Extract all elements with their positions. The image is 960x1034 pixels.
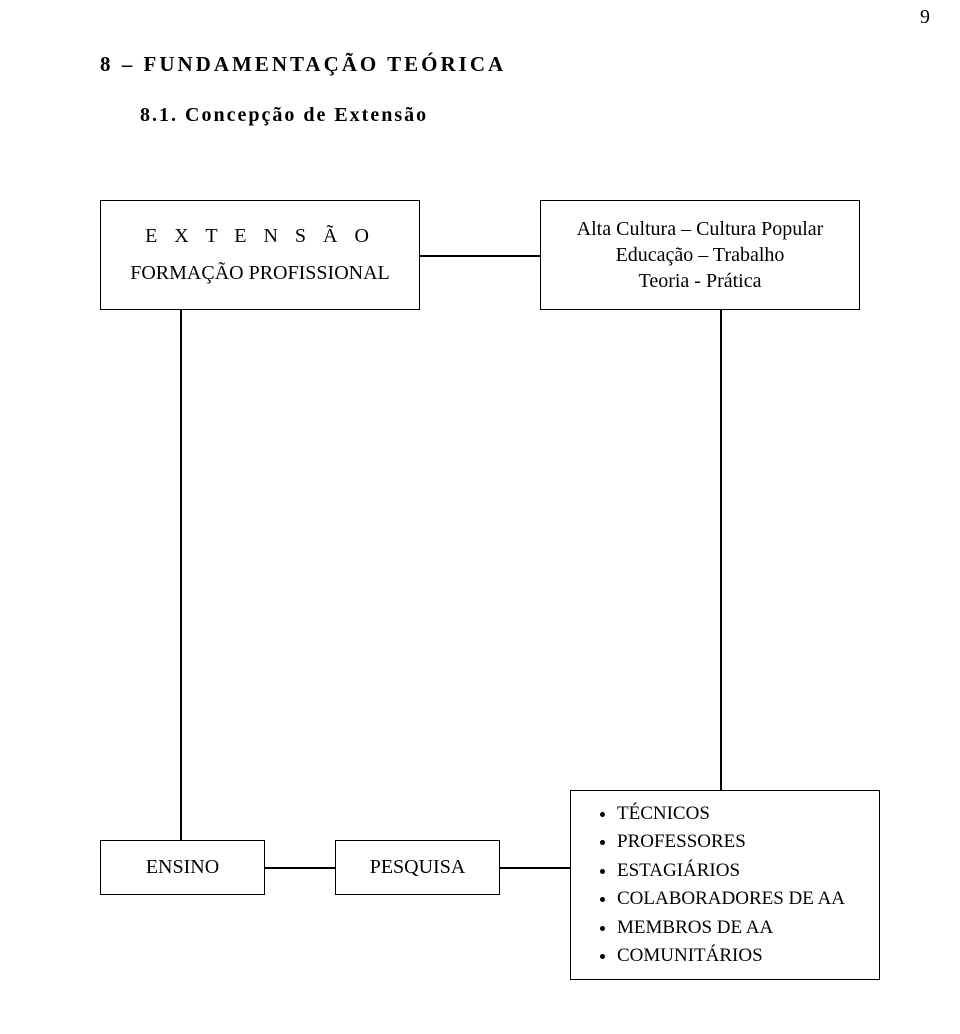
node-cultura: Alta Cultura – Cultura Popular Educação … [540,200,860,310]
subsection-heading: 8.1. Concepção de Extensão [140,104,428,127]
node-extensao: E X T E N S Ã O FORMAÇÃO PROFISSIONAL [100,200,420,310]
list-item: PROFESSORES [617,828,845,857]
node-ensino: ENSINO [100,840,265,895]
edge-extensao-ensino [180,310,182,840]
edge-cultura-lista [720,310,722,790]
page-number: 9 [920,6,930,29]
list-item: ESTAGIÁRIOS [617,857,845,886]
node-extensao-line2: FORMAÇÃO PROFISSIONAL [130,262,390,285]
edge-ensino-pesquisa [265,867,335,869]
node-cultura-line3: Teoria - Prática [639,268,762,294]
node-ensino-label: ENSINO [146,856,219,879]
node-cultura-line1: Alta Cultura – Cultura Popular [577,216,824,242]
node-lista: TÉCNICOS PROFESSORES ESTAGIÁRIOS COLABOR… [570,790,880,980]
section-heading: 8 – FUNDAMENTAÇÃO TEÓRICA [100,52,506,77]
edge-pesquisa-lista [500,867,570,869]
node-cultura-line2: Educação – Trabalho [616,242,785,268]
list-item: TÉCNICOS [617,800,845,829]
list-item: COLABORADORES DE AA [617,885,845,914]
node-pesquisa-label: PESQUISA [370,856,466,879]
list-item: MEMBROS DE AA [617,914,845,943]
page: 9 8 – FUNDAMENTAÇÃO TEÓRICA 8.1. Concepç… [0,0,960,1034]
node-lista-items: TÉCNICOS PROFESSORES ESTAGIÁRIOS COLABOR… [599,800,845,971]
edge-extensao-cultura [420,255,540,257]
list-item: COMUNITÁRIOS [617,942,845,971]
node-extensao-line1: E X T E N S Ã O [145,225,375,248]
node-pesquisa: PESQUISA [335,840,500,895]
